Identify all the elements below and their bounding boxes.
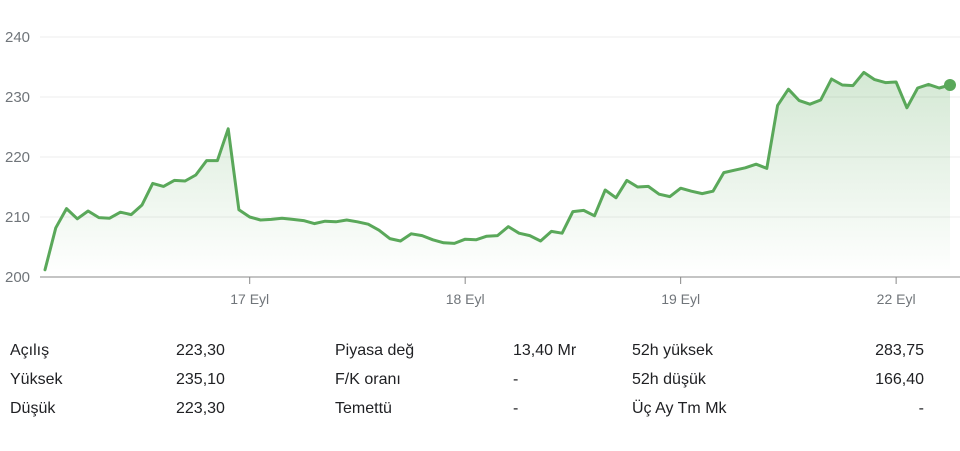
stats-table: Açılış 223,30 Piyasa değ 13,40 Mr 52h yü… xyxy=(0,336,960,423)
price-line xyxy=(43,70,952,272)
x-tick-label: 22 Eyl xyxy=(877,291,916,307)
pe-ratio-label: F/K oranı xyxy=(335,371,401,388)
open-value: 223,30 xyxy=(176,342,225,359)
current-price-dot xyxy=(944,79,956,91)
y-tick-label: 210 xyxy=(5,209,30,226)
x-axis xyxy=(249,277,897,284)
quarterly-div-value: - xyxy=(918,400,924,417)
y-tick-label: 240 xyxy=(5,29,30,46)
dividend-label: Temettü xyxy=(335,400,392,417)
low-52w-label: 52h düşük xyxy=(632,371,706,388)
high-label: Yüksek xyxy=(10,371,63,388)
low-52w-value: 166,40 xyxy=(875,371,924,388)
price-area xyxy=(45,72,950,278)
x-tick-label: 17 Eyl xyxy=(230,291,269,307)
open-label: Açılış xyxy=(10,342,50,359)
stats-row: Açılış 223,30 Piyasa değ 13,40 Mr 52h yü… xyxy=(0,336,960,365)
quarterly-div-label: Üç Ay Tm Mk xyxy=(632,400,727,417)
market-cap-label: Piyasa değ xyxy=(335,342,415,359)
low-label: Düşük xyxy=(10,400,56,417)
y-tick-label: 220 xyxy=(5,149,30,166)
high-52w-value: 283,75 xyxy=(875,342,924,359)
pe-ratio-value: - xyxy=(513,371,519,388)
y-tick-label: 230 xyxy=(5,89,30,106)
x-tick-label: 19 Eyl xyxy=(661,291,700,307)
stats-row: Yüksek 235,10 F/K oranı - 52h düşük 166,… xyxy=(0,365,960,394)
dividend-value: - xyxy=(513,400,519,417)
market-cap-value: 13,40 Mr xyxy=(513,342,577,359)
low-value: 223,30 xyxy=(176,400,225,417)
high-52w-label: 52h yüksek xyxy=(632,342,713,359)
y-tick-label: 200 xyxy=(5,269,30,286)
stats-row: Düşük 223,30 Temettü - Üç Ay Tm Mk - xyxy=(0,394,960,423)
high-value: 235,10 xyxy=(176,371,225,388)
price-chart: 240 230 220 210 200 17 Eyl 18 Eyl 19 Eyl 22 Eyl xyxy=(5,29,960,307)
x-tick-label: 18 Eyl xyxy=(446,291,485,307)
